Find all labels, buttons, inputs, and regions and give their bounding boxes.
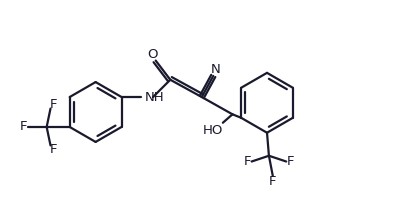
Text: HO: HO [202, 124, 223, 137]
Text: F: F [286, 155, 294, 168]
Text: O: O [147, 48, 157, 61]
Text: F: F [20, 121, 27, 134]
Text: F: F [49, 144, 57, 157]
Text: NH: NH [144, 90, 164, 103]
Text: F: F [243, 155, 250, 168]
Text: N: N [210, 62, 220, 75]
Text: F: F [49, 98, 57, 111]
Text: F: F [268, 175, 276, 188]
